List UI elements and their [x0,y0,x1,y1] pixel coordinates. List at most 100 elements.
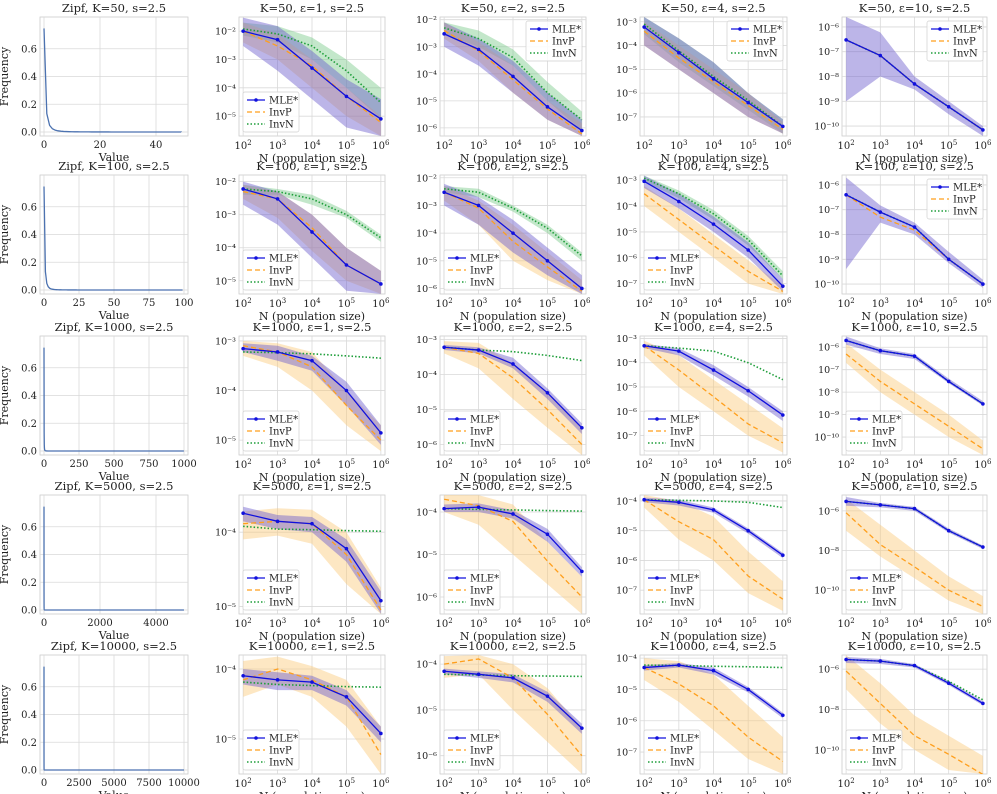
x-axis-label: N (population size) [660,310,766,323]
subplot-r3-c3: K=5000, ε=4, s=2.5 102 103 104 105 106 10⁻⁷ 10⁻… [616,479,792,643]
legend-marker [254,736,258,740]
y-tick-label: 10⁻³ [416,335,437,346]
legend-label: InvN [670,758,695,769]
point-mle [781,553,785,558]
x-axis-label: Value [98,309,130,322]
subplot-title: K=10000, ε=10, s=2.5 [848,639,982,653]
y-tick-label: 10⁻⁶ [616,253,637,264]
subplot-title: Zipf, K=5000, s=2.5 [55,479,174,493]
x-tick-label: 103 [872,139,889,152]
point-mle [781,713,785,718]
plot-content [642,495,785,611]
band-invp [846,343,983,455]
x-axis-label: N (population size) [861,152,967,165]
y-tick-label: 10⁻³ [416,201,437,212]
x-tick-label: 20 [94,140,107,151]
band-invp [644,658,783,774]
band-mle [243,343,381,445]
point-mle [878,53,883,58]
x-tick-label: 104 [303,777,321,790]
y-tick-label: 10⁻³ [616,334,637,345]
subplot-title: K=10000, ε=4, s=2.5 [650,639,776,653]
legend-label: InvP [470,586,493,597]
y-tick-label: 0.0 [21,606,37,617]
line-invp [643,666,784,763]
point-mle [344,388,349,393]
legend-marker [857,576,861,580]
legend-label: MLE* [269,574,298,585]
y-tick-label: 10⁻⁵ [416,550,437,561]
point-mle [476,672,481,677]
y-tick-label: 10⁻⁸ [818,546,839,557]
point-mle [379,431,383,435]
point-mle [580,128,584,133]
line-invn [643,177,784,277]
plot-content [442,495,584,614]
y-tick-label: 0.4 [21,391,37,402]
zipf-line [43,28,182,133]
legend-marker [938,27,942,31]
band-mle [644,17,783,134]
y-tick-label: 10⁻⁸ [818,230,839,241]
legend-label: InvN [470,598,495,609]
legend-box [242,410,300,452]
x-tick-label: 105 [940,458,957,471]
legend-label: InvP [269,427,292,438]
subplot-title: K=10000, ε=2, s=2.5 [450,639,576,653]
x-tick-label: 105 [338,458,355,471]
x-tick-label: 105 [338,777,355,790]
x-tick-label: 104 [705,777,723,790]
y-tick-label: 10⁻⁵ [616,227,637,238]
point-mle [275,519,280,524]
y-tick-label: 10⁻³ [616,176,637,187]
subplot-r0-c0: Zipf, K=50, s=2.5 0 20 40 0.0 0.2 0.4 0.6 Value F… [0,1,189,164]
x-tick-label: 2500 [66,778,91,789]
y-tick-label: 10⁻⁶ [616,89,637,100]
subplot-r4-c4: K=10000, ε=10, s=2.5 102 103 104 105 106 10⁻¹⁰… [814,639,992,794]
band-invp [243,22,381,136]
legend-box [845,569,903,611]
legend-label: InvP [470,266,493,277]
point-mle [344,695,349,699]
point-mle [781,284,785,288]
subplot-r1-c2: K=100, ε=2, s=2.5 102 103 104 105 106 10⁻⁶ 10⁻⁵… [416,159,591,323]
point-mle [379,117,383,121]
y-tick-label: 10⁻⁵ [215,436,236,447]
subplot-r2-c1: K=1000, ε=1, s=2.5 102 103 104 105 106 10⁻⁵ 10⁻… [215,320,390,484]
legend-box [845,729,903,771]
point-mle [580,726,584,730]
x-tick-label: 104 [504,297,522,310]
legend-box [443,410,501,452]
line-invp [243,520,382,611]
plot-content [442,655,584,774]
legend-label: InvP [269,266,292,277]
x-tick-label: 102 [636,777,653,790]
point-mle [545,391,550,395]
x-axis-label: N (population size) [259,310,365,323]
band-mle [444,668,582,734]
subplot-r2-c0: Zipf, K=1000, s=2.5 0 250 500 750 1000 0.0 0.2 0… [0,320,197,483]
y-tick-label: 10⁻² [215,27,236,38]
x-axis-label: N (population size) [259,152,365,165]
subplot-title: K=100, ε=2, s=2.5 [457,159,569,173]
x-tick-label: 102 [636,297,653,310]
y-tick-label: 10⁻¹⁰ [814,433,839,444]
legend-label: MLE* [872,734,901,745]
line-invn [644,664,783,669]
x-tick-label: 104 [906,458,924,471]
x-axis-label: N (population size) [861,630,967,643]
y-tick-label: 10⁻⁴ [215,243,236,254]
point-mle [275,350,280,354]
x-tick-label: 105 [740,458,757,471]
y-tick-label: 10⁻⁴ [215,386,236,397]
legend-marker [655,417,659,421]
line-invp [444,346,583,445]
y-tick-label: 10⁻⁶ [818,665,839,676]
subplot-title: K=100, ε=1, s=2.5 [256,159,368,173]
y-tick-label: 10⁻⁴ [416,229,437,240]
y-tick-label: 10⁻⁴ [416,69,437,80]
